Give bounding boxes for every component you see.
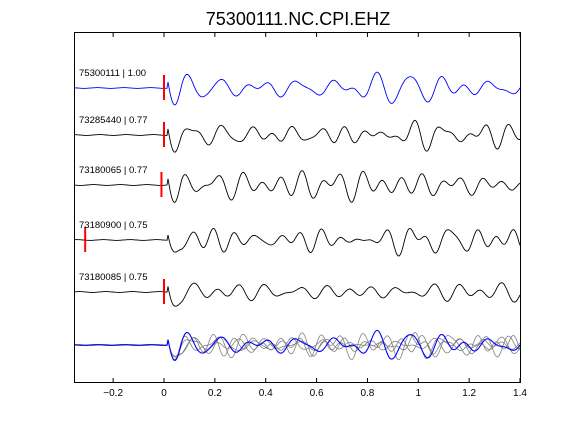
trace-line — [74, 71, 521, 106]
x-tick-label: 0.8 — [360, 388, 374, 399]
trace-label: 73180065 | 0.77 — [79, 165, 148, 176]
trace-label: 75300111 | 1.00 — [79, 68, 146, 79]
trace-line — [74, 170, 521, 203]
trace-labels: 75300111 | 1.00 73285440 | 0.77 73180065 |… — [79, 68, 148, 283]
trace-line — [74, 119, 520, 153]
trace-label: 73180900 | 0.75 — [79, 220, 148, 231]
trace-label: 73180085 | 0.75 — [79, 272, 148, 283]
x-tick-label: 0.2 — [208, 388, 222, 399]
x-tick-label: 1.4 — [513, 388, 527, 399]
x-tick-label: 0.4 — [259, 388, 273, 399]
x-axis-ticks: −0.2 0 0.2 0.4 0.6 0.8 1 1.2 1.4 — [103, 33, 527, 399]
x-tick-label: 1.2 — [462, 388, 476, 399]
trace-line — [74, 282, 521, 307]
traces-group — [74, 71, 521, 307]
plot-area — [74, 32, 521, 383]
trace-label: 73285440 | 0.77 — [79, 115, 148, 126]
overlay-group — [74, 329, 521, 362]
overlay-reference-trace — [74, 329, 521, 362]
trace-line — [74, 228, 521, 257]
x-tick-label: 1 — [416, 388, 422, 399]
x-tick-label: 0 — [161, 388, 167, 399]
x-tick-label: −0.2 — [103, 388, 123, 399]
chart-title: 75300111.NC.CPI.EHZ — [206, 9, 390, 29]
x-tick-label: 0.6 — [310, 388, 324, 399]
picks-group — [84, 75, 165, 304]
